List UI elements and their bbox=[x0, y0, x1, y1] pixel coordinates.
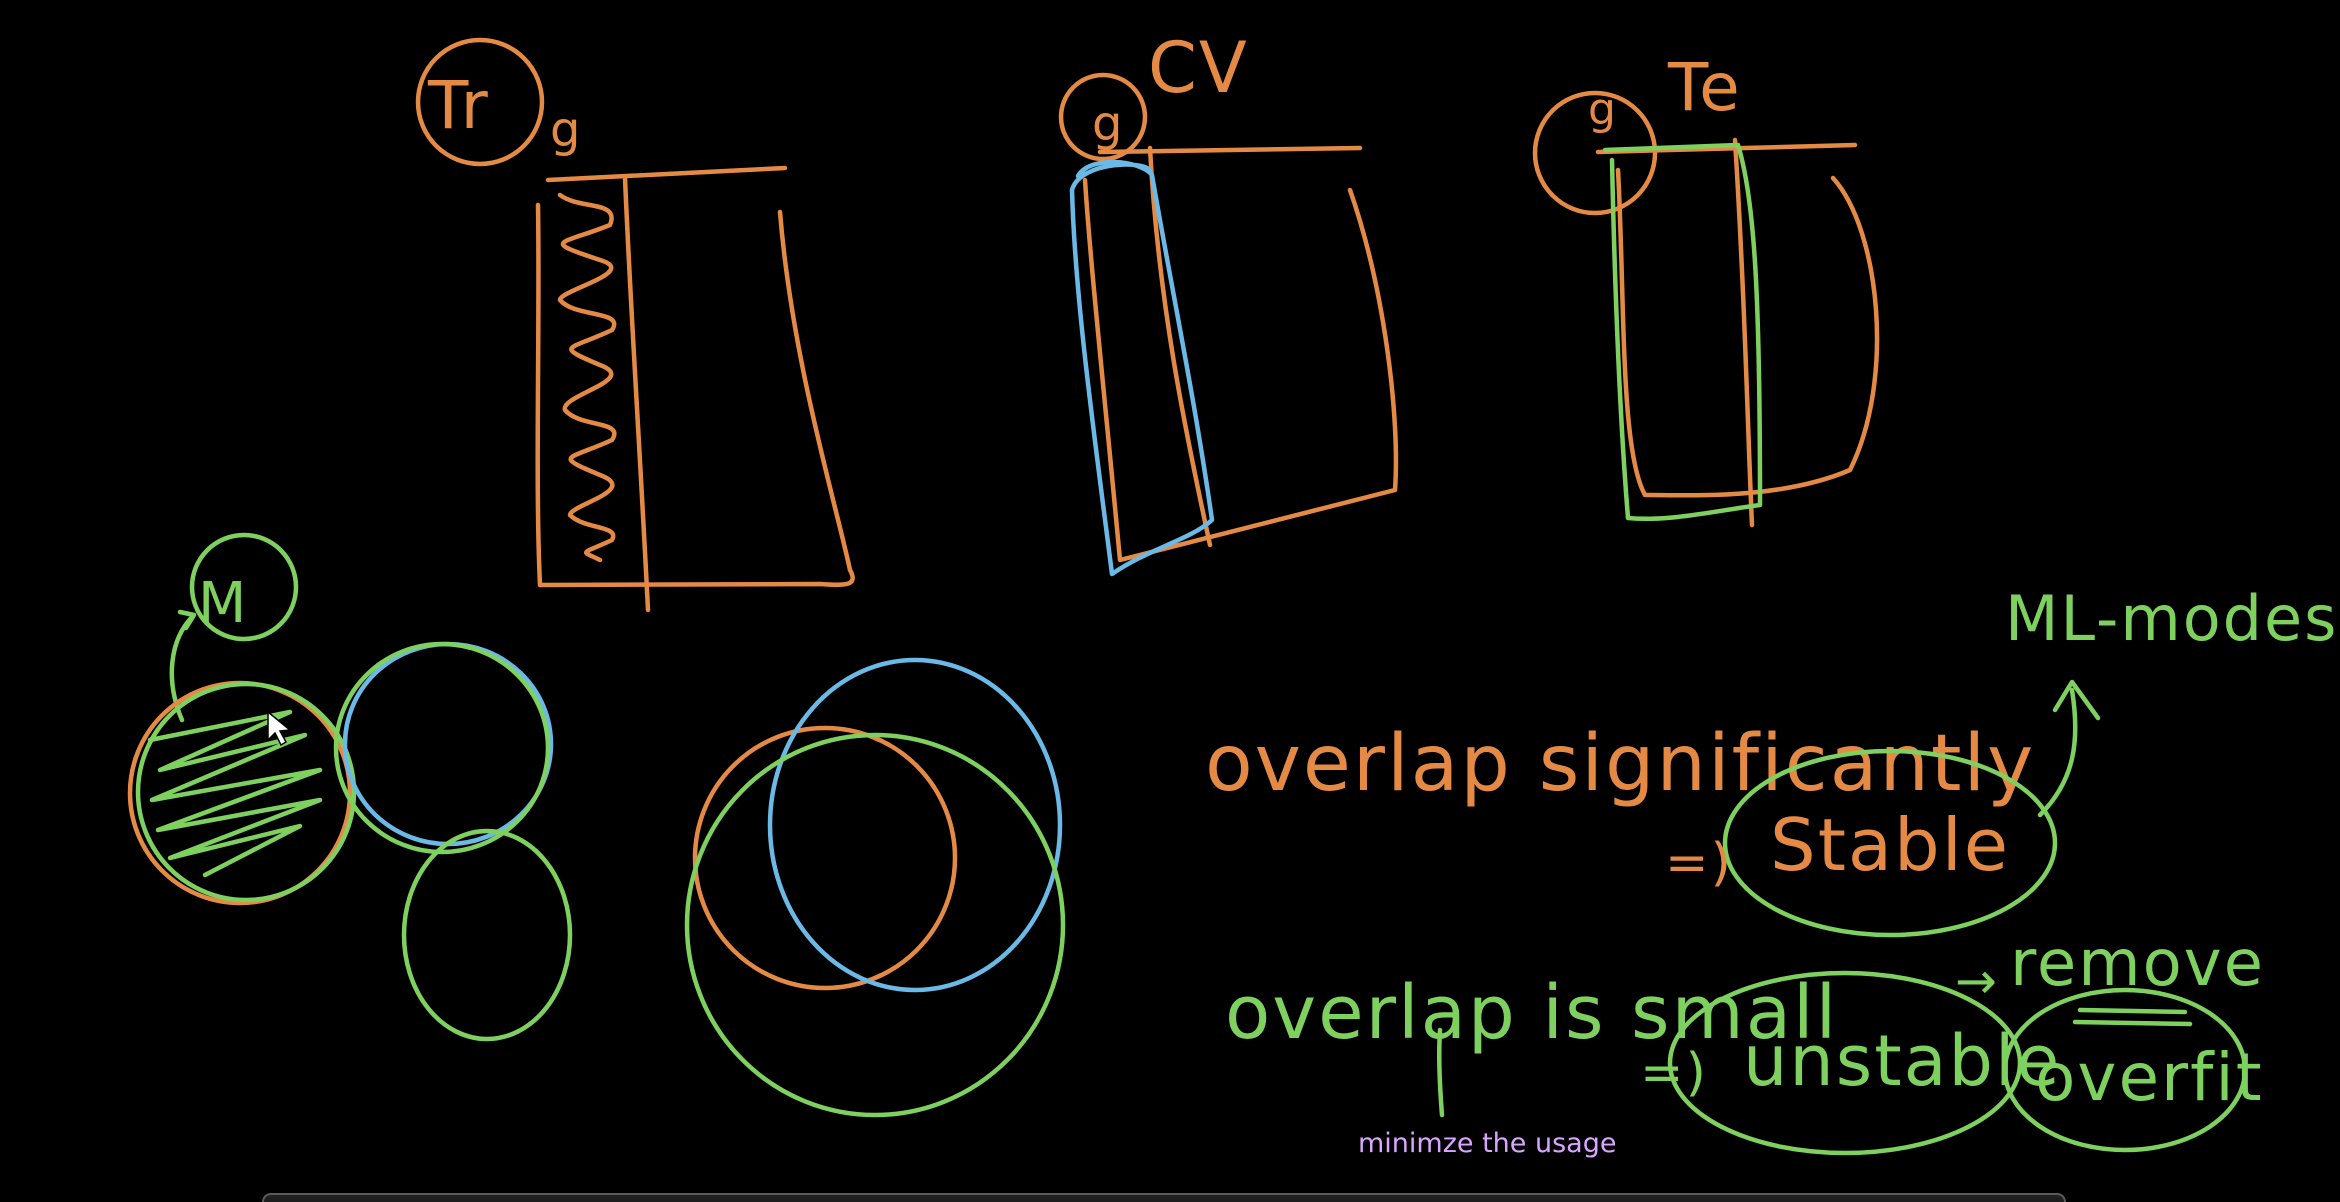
test-set-diagram: g Te bbox=[1532, 49, 1880, 528]
cv-divider bbox=[1147, 145, 1213, 548]
model-venn-left: M bbox=[127, 532, 573, 1042]
overlap-significantly-text: overlap significantly bbox=[1205, 719, 2035, 809]
notes-region: ML-modes overlap significantly =) Stable… bbox=[1205, 582, 2338, 1156]
implies-unstable-text: =) bbox=[1640, 1043, 1708, 1103]
cv-rectangle bbox=[1082, 145, 1399, 563]
arrow-remove-text: → bbox=[1955, 952, 1999, 1010]
green-set-circle-3 bbox=[401, 828, 573, 1042]
test-fold-highlight bbox=[1602, 142, 1763, 522]
model-venn-middle bbox=[684, 657, 1066, 1118]
orange-overlap-circle bbox=[692, 725, 958, 991]
test-divider bbox=[1732, 137, 1755, 528]
blue-overlap-circle bbox=[767, 657, 1063, 993]
caption-text: minimze the usage bbox=[1358, 1128, 1617, 1159]
train-circle bbox=[415, 37, 545, 167]
overlap-small-text: overlap is small bbox=[1225, 970, 1838, 1056]
green-overlap-circle bbox=[684, 732, 1066, 1118]
horizontal-scrollbar[interactable] bbox=[262, 1193, 2066, 1202]
cv-tag-text: CV bbox=[1148, 27, 1249, 109]
model-tag-text: M bbox=[198, 571, 248, 636]
overlap-small-tail bbox=[1436, 1027, 1445, 1118]
unstable-text: unstable bbox=[1743, 1020, 2062, 1102]
train-set-diagram: Tr g bbox=[415, 37, 855, 613]
train-sub-text: g bbox=[550, 102, 582, 158]
cv-circle-text: g bbox=[1092, 96, 1124, 152]
stable-to-ml-arrow bbox=[2037, 679, 2101, 818]
test-tag-text: Te bbox=[1667, 49, 1742, 126]
cv-set-diagram: g CV bbox=[1058, 27, 1399, 577]
train-fold-scribble bbox=[557, 192, 617, 563]
remove-strike bbox=[2072, 1007, 2193, 1027]
test-circle bbox=[1532, 90, 1658, 216]
blue-set-circle bbox=[342, 641, 554, 847]
ml-models-text: ML-modes bbox=[2005, 582, 2338, 655]
stable-ellipse bbox=[1722, 748, 2058, 938]
test-circle-text: g bbox=[1588, 84, 1618, 135]
stable-text: Stable bbox=[1770, 803, 2010, 887]
model-circle bbox=[189, 532, 299, 642]
implies-stable-text: =) bbox=[1665, 833, 1733, 893]
train-tag-text: Tr bbox=[427, 67, 490, 144]
unstable-ellipse bbox=[1667, 970, 2023, 1156]
train-rectangle bbox=[535, 165, 855, 588]
shaded-region bbox=[147, 709, 323, 878]
green-set-circle-2 bbox=[333, 641, 551, 855]
overfit-text: overfit bbox=[2035, 1039, 2264, 1116]
cv-fold-highlight bbox=[1069, 159, 1215, 577]
train-divider bbox=[622, 175, 651, 613]
mouse-cursor-icon bbox=[267, 710, 292, 747]
overfit-ellipse bbox=[2002, 987, 2248, 1153]
cv-circle bbox=[1058, 72, 1148, 162]
green-set-circle bbox=[135, 681, 357, 903]
